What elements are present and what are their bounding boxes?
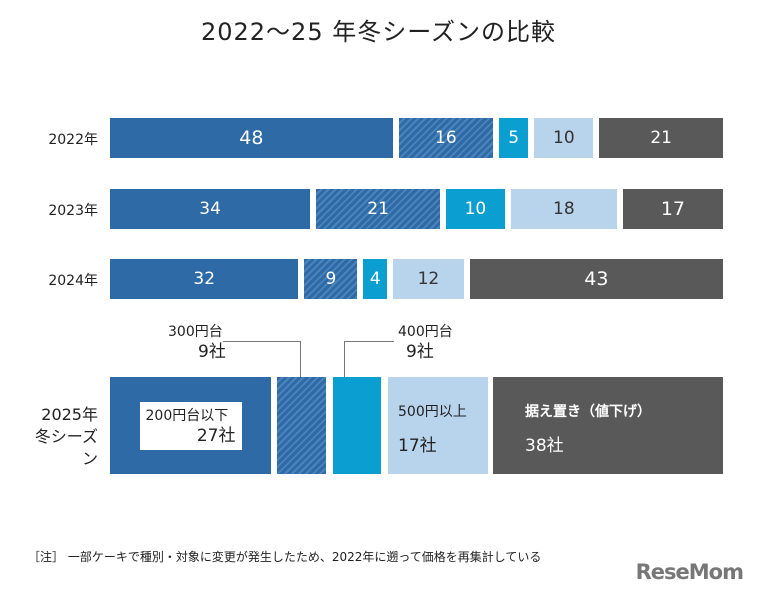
y-label-2025: 2025年 冬シーズン [20, 404, 98, 470]
bar-segment: 10 [534, 118, 594, 158]
data-label: 5 [508, 128, 520, 148]
data-label: 18 [553, 199, 575, 219]
leader-line-400yen-v [344, 341, 345, 377]
annotation-400yen-category: 400円台 [398, 324, 453, 340]
label-unchanged-category: 据え置き（値下げ） [525, 404, 651, 420]
y-label-2025-line2: 冬シーズン [34, 427, 98, 468]
footnote: ［注］ 一部ケーキで種別・対象に変更が発生したため、2022年に遡って価格を再集… [28, 550, 542, 564]
bar-segment: 18 [510, 189, 617, 229]
data-label: 48 [239, 127, 264, 149]
data-label: 21 [650, 128, 672, 148]
bar-2025-300yen [277, 377, 326, 474]
bar-segment: 10 [445, 189, 505, 229]
bar-segment: 17 [622, 189, 723, 229]
annotation-300yen-count: 9社 [198, 342, 226, 362]
annotation-300yen-category: 300円台 [168, 324, 223, 340]
bar-segment: 21 [316, 189, 440, 229]
bar-segment: 5 [498, 118, 529, 158]
data-label: 10 [464, 199, 487, 219]
bar-segment: 32 [110, 259, 299, 299]
bar-segment: 16 [398, 118, 493, 158]
y-tick-label: 2024年 [48, 273, 98, 289]
data-label: 9 [325, 269, 337, 289]
label-unchanged-count: 38社 [525, 436, 564, 456]
leader-line-300yen-v [300, 341, 301, 377]
resemom-logo: ReseMom [635, 560, 744, 584]
data-label: 43 [584, 268, 609, 290]
bar-segment: 21 [599, 118, 723, 158]
annotation-400yen: 400円台 9社 [398, 322, 453, 362]
leader-line-300yen [223, 341, 300, 342]
leader-line-400yen [344, 341, 394, 342]
data-label: 12 [417, 269, 440, 289]
bar-segment: 9 [304, 259, 358, 299]
data-label: 17 [660, 198, 686, 220]
y-tick-label: 2022年 [48, 132, 98, 148]
data-label: 32 [193, 269, 216, 289]
bar-segment: 48 [110, 118, 393, 158]
label-box-200yen: 200円台以下 27社 [139, 401, 242, 450]
bar-segment: 43 [469, 259, 723, 299]
label-500yen-category: 500円以上 [398, 404, 467, 420]
bar-2025-500yen: 500円以上 17社 [388, 377, 488, 474]
bar-2025-unchanged: 据え置き（値下げ） 38社 [493, 377, 723, 474]
data-label: 21 [367, 199, 389, 219]
data-label: 34 [199, 199, 221, 219]
data-label: 4 [369, 269, 381, 289]
bar-2025-200yen: 200円台以下 27社 [110, 377, 271, 474]
chart-title: 2022～25 年冬シーズンの比較 [200, 18, 557, 46]
bar-segment: 34 [110, 189, 311, 229]
label-200yen-category: 200円台以下 [145, 407, 229, 424]
annotation-400yen-count: 9社 [406, 342, 434, 362]
bar-segment: 12 [393, 259, 464, 299]
label-500yen-count: 17社 [398, 436, 437, 456]
bar-segment: 4 [363, 259, 388, 299]
y-label-2025-line1: 2025年 [41, 405, 98, 424]
label-200yen-count: 27社 [196, 425, 236, 446]
annotation-300yen: 300円台 9社 [168, 322, 226, 362]
data-label: 10 [553, 128, 575, 148]
bar-2025-400yen [333, 377, 381, 474]
y-tick-label: 2023年 [48, 203, 98, 219]
data-label: 16 [435, 128, 457, 148]
